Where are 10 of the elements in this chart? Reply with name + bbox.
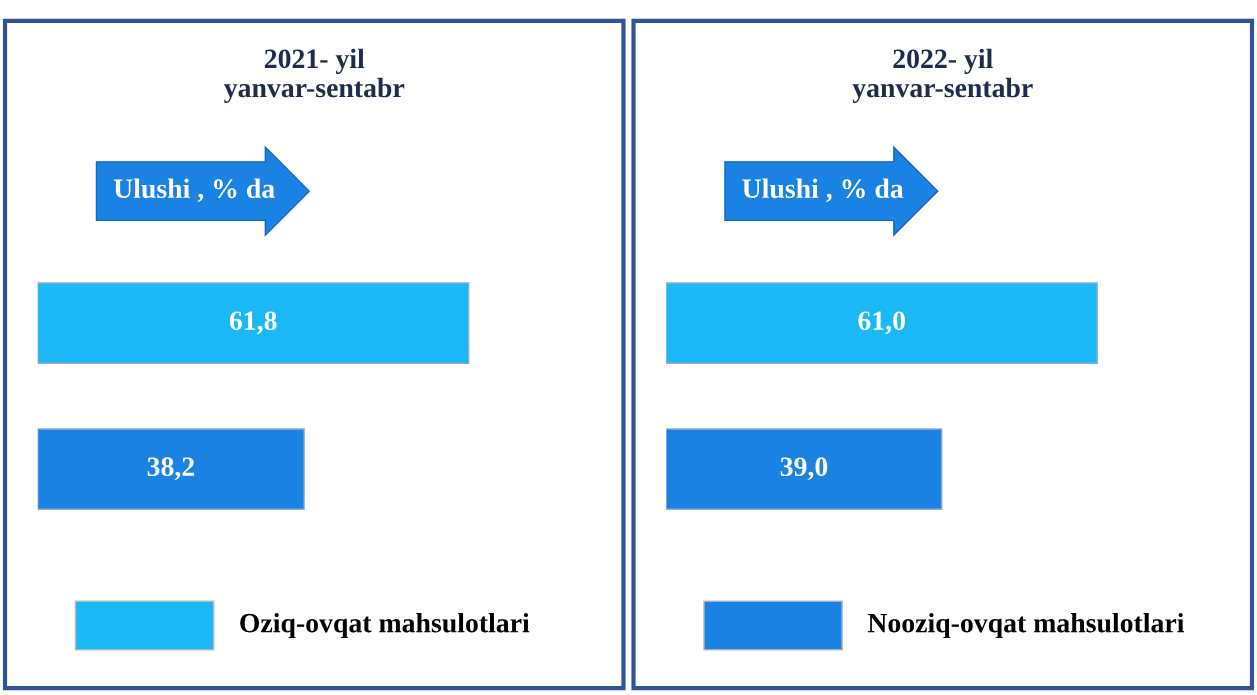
chart-title: 2022- yil yanvar-sentabr <box>852 48 1033 104</box>
text: Oziq-ovqat mahsulotlari <box>240 612 530 639</box>
text: Nooziq-ovqat mahsulotlari <box>867 612 1185 639</box>
chart-subtitle: Ulushi , % da <box>742 178 904 203</box>
chart-subtitle: Ulushi , % da <box>113 178 275 203</box>
data-label: 61,8 <box>229 311 277 335</box>
data-label: 39,0 <box>780 457 828 481</box>
data-label: 38,2 <box>147 457 195 481</box>
chart-title: 2021- yil yanvar-sentabr <box>224 48 405 104</box>
data-label: 61,0 <box>858 311 905 335</box>
